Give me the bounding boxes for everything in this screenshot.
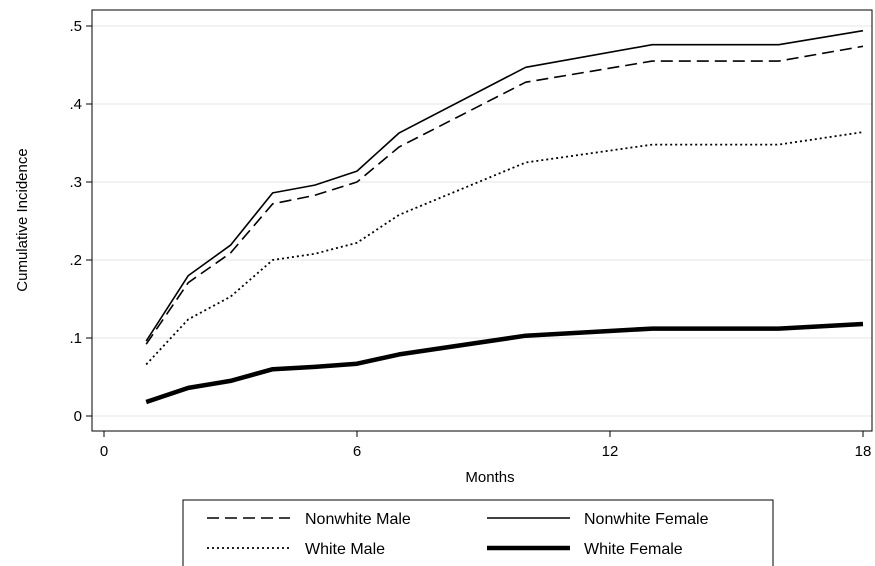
legend-label-nonwhite-female: Nonwhite Female: [584, 511, 709, 528]
legend: Nonwhite Male Nonwhite Female White Male Wh…: [182, 499, 774, 566]
x-axis-title: Months: [465, 469, 514, 486]
series-line-nonwhite-female: [145, 29, 864, 342]
legend-label-nonwhite-male: Nonwhite Male: [305, 511, 411, 528]
y-tick-label: .1: [69, 330, 82, 347]
plot-frame: [91, 9, 873, 432]
legend-label-white-female: White Female: [584, 541, 683, 558]
series-lines: [145, 29, 864, 405]
x-tick-label: 18: [855, 443, 872, 460]
series-line-white-female: [145, 321, 864, 405]
y-tick-label: .5: [69, 18, 82, 35]
grid-lines: [92, 25, 872, 417]
y-tick-label: .4: [69, 96, 82, 113]
x-axis: 0 6 12 18: [100, 431, 872, 460]
x-tick-label: 12: [602, 443, 619, 460]
y-tick-label: .2: [69, 252, 82, 269]
series-line-white-male: [145, 131, 864, 366]
y-axis-title: Cumulative Incidence: [14, 148, 31, 291]
y-tick-label: .3: [69, 174, 82, 191]
y-tick-label: 0: [74, 408, 82, 425]
x-tick-label: 0: [100, 443, 108, 460]
legend-label-white-male: White Male: [305, 541, 385, 558]
legend-box: [182, 499, 774, 566]
series-line-nonwhite-male: [145, 45, 864, 345]
x-tick-label: 6: [353, 443, 361, 460]
y-axis: 0 .1 .2 .3 .4 .5: [69, 18, 92, 425]
